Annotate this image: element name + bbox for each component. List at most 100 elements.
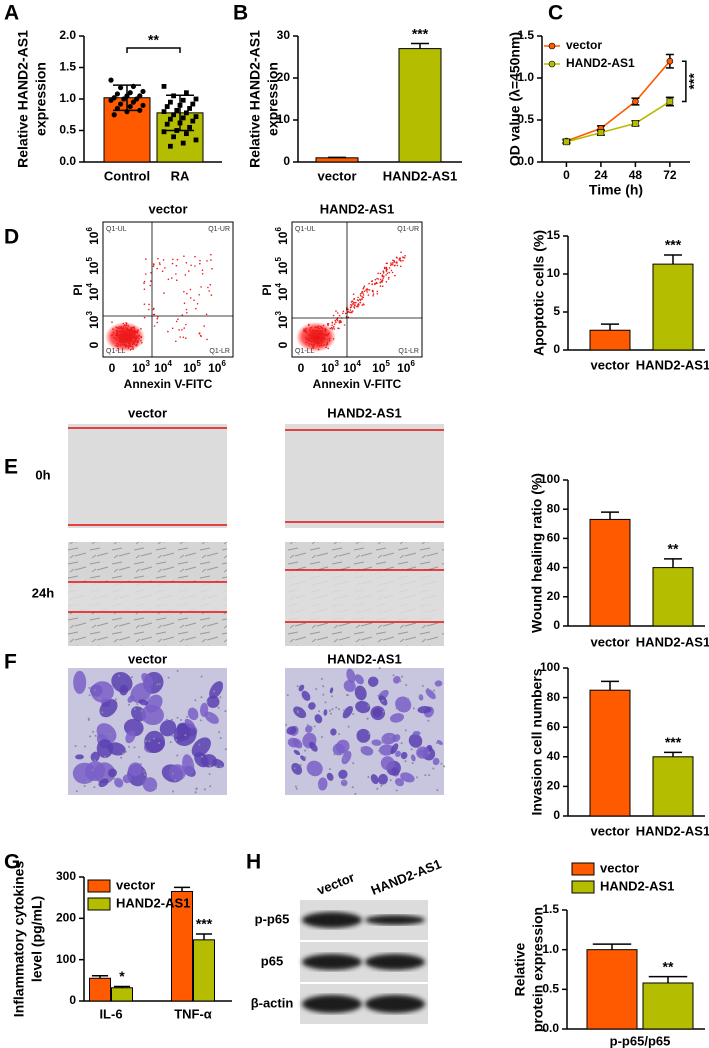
flow-event [133, 327, 136, 330]
flow-event [171, 327, 174, 330]
flow-event [366, 291, 368, 293]
flow-event [332, 327, 334, 329]
data-point [190, 118, 196, 124]
flow-event [127, 347, 130, 350]
stained-cell [400, 772, 415, 783]
pore [176, 716, 179, 719]
flow-event [132, 326, 134, 329]
tick-exponent: 4 [356, 359, 361, 368]
flow-event [186, 292, 188, 295]
pore [213, 690, 215, 693]
stained-cell [176, 722, 191, 741]
pore [381, 741, 384, 744]
stained-cell [394, 778, 405, 787]
stained-cell [416, 746, 430, 759]
stained-cell [323, 709, 328, 716]
data-point [171, 112, 176, 118]
flow-event [402, 256, 405, 259]
flow-event [153, 325, 156, 327]
tick-base: 10 [87, 315, 101, 329]
tick-base: 0 [298, 361, 305, 375]
flow-event [390, 269, 393, 272]
flow-event [315, 335, 318, 338]
pore [378, 749, 381, 752]
flow-event [314, 339, 316, 342]
flow-event [361, 296, 364, 298]
flow-event [210, 253, 212, 256]
flow-event [189, 297, 192, 299]
flow-event [118, 334, 121, 337]
tick-exponent: 5 [196, 359, 201, 368]
flow-event [399, 265, 402, 268]
flow-event [363, 285, 366, 288]
pore [401, 675, 404, 678]
flow-event [303, 330, 305, 333]
stained-cell [301, 690, 311, 701]
tick-exponent: 6 [221, 359, 226, 368]
flow-event [332, 314, 335, 317]
stained-cell [355, 700, 371, 714]
pore [421, 684, 424, 687]
flow-event [115, 326, 117, 328]
flow-event [111, 334, 114, 336]
flow-event [325, 329, 327, 331]
flow-event [386, 262, 389, 265]
flow-event [317, 348, 320, 351]
y-tick-label: 0.0 [517, 154, 534, 168]
flow-event [162, 259, 165, 261]
flow-event [333, 328, 336, 330]
stained-cell [417, 705, 432, 714]
flow-event [185, 337, 187, 340]
pore [166, 718, 168, 721]
y-tick-label: 0.5 [59, 123, 76, 137]
flow-event [200, 286, 202, 288]
flow-event [149, 284, 151, 287]
error-bar [173, 886, 191, 892]
row-label: p-p65 [255, 911, 290, 926]
flow-event [123, 340, 126, 342]
pore [114, 698, 117, 701]
x-tick-label: 103 [321, 359, 339, 375]
stained-cell [305, 725, 313, 733]
stained-cell [335, 739, 350, 754]
flow-event [361, 290, 364, 293]
flow-event [362, 292, 364, 295]
flow-event [311, 329, 314, 332]
flow-event [177, 318, 179, 321]
pore [108, 779, 111, 782]
legend-label: HAND2-AS1 [116, 895, 190, 910]
y-tick-label: 0 [69, 993, 76, 1007]
stained-cell [138, 699, 149, 706]
pore [158, 683, 161, 686]
flow-event [335, 310, 337, 312]
pore [215, 765, 218, 768]
y-axis-label: Wound healing ratio (%) [529, 473, 545, 633]
flow-event [125, 322, 127, 324]
flow-event [120, 339, 123, 341]
x-tick-label: 106 [208, 359, 226, 375]
tick-exponent: 3 [334, 359, 339, 368]
flow-event [326, 323, 329, 325]
flow-event [317, 325, 320, 328]
flow-event [371, 280, 374, 282]
pore [389, 779, 392, 782]
flow-event [185, 308, 188, 311]
y-tick-label: 20 [547, 779, 561, 793]
flow-event [158, 262, 161, 264]
significance: *** [665, 734, 682, 750]
flow-event [136, 343, 138, 346]
y-tick-label: 100 [540, 660, 560, 674]
error-bar [664, 254, 682, 265]
pore [128, 703, 130, 706]
y-tick-label: 10 [277, 112, 291, 126]
pore [88, 694, 91, 697]
flow-event [338, 320, 341, 323]
panel-letter: F [4, 651, 17, 674]
y-axis-label: Relative [512, 942, 528, 996]
pore [143, 770, 146, 773]
tick-exponent: 6 [410, 359, 415, 368]
flow-event [127, 344, 130, 347]
flow-event [115, 338, 118, 341]
tick-base: 10 [343, 361, 357, 375]
legend-label: HAND2-AS1 [566, 56, 635, 70]
